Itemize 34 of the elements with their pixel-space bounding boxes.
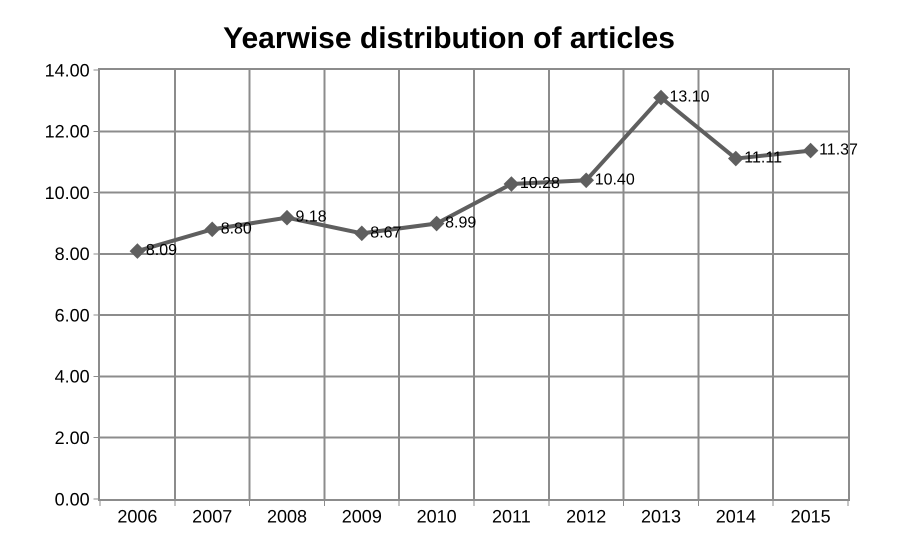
point [578, 172, 594, 188]
data-label: 10.40 [594, 171, 635, 188]
x-tick-label: 2006 [117, 506, 158, 526]
x-tick-label: 2009 [342, 506, 382, 526]
point [204, 222, 220, 238]
y-tick-label: 2.00 [54, 428, 90, 448]
y-tick-label: 10.00 [44, 182, 90, 203]
y-tick-label: 8.00 [54, 244, 90, 264]
x-tick-label: 2014 [716, 506, 756, 526]
point [728, 150, 744, 166]
chart-title: Yearwise distribution of articles [223, 22, 675, 56]
data-label: 8.99 [445, 214, 476, 232]
point [130, 243, 146, 259]
x-tick-label: 2008 [266, 506, 308, 526]
point [504, 176, 520, 192]
data-label: 11.37 [819, 142, 858, 159]
x-tick-label: 2012 [566, 506, 606, 526]
point [428, 216, 444, 232]
y-tick-label: 4.00 [54, 366, 90, 387]
data-label: 8.09 [146, 242, 178, 260]
x-tick-label: 2007 [192, 506, 232, 526]
y-tick-label: 12.00 [44, 122, 90, 142]
y-tick-label: 6.00 [54, 305, 90, 326]
point [279, 210, 295, 226]
x-tick-label: 2011 [492, 506, 531, 526]
point [653, 90, 669, 106]
data-label: 13.10 [670, 88, 710, 106]
x-tick-label: 2013 [640, 506, 682, 526]
point [802, 142, 818, 158]
x-tick-label: 2015 [790, 506, 831, 526]
x-tick-label: 2010 [416, 506, 457, 526]
point [354, 226, 370, 242]
y-tick-label: 14.00 [44, 60, 90, 80]
y-tick-label: 0.00 [54, 489, 90, 510]
